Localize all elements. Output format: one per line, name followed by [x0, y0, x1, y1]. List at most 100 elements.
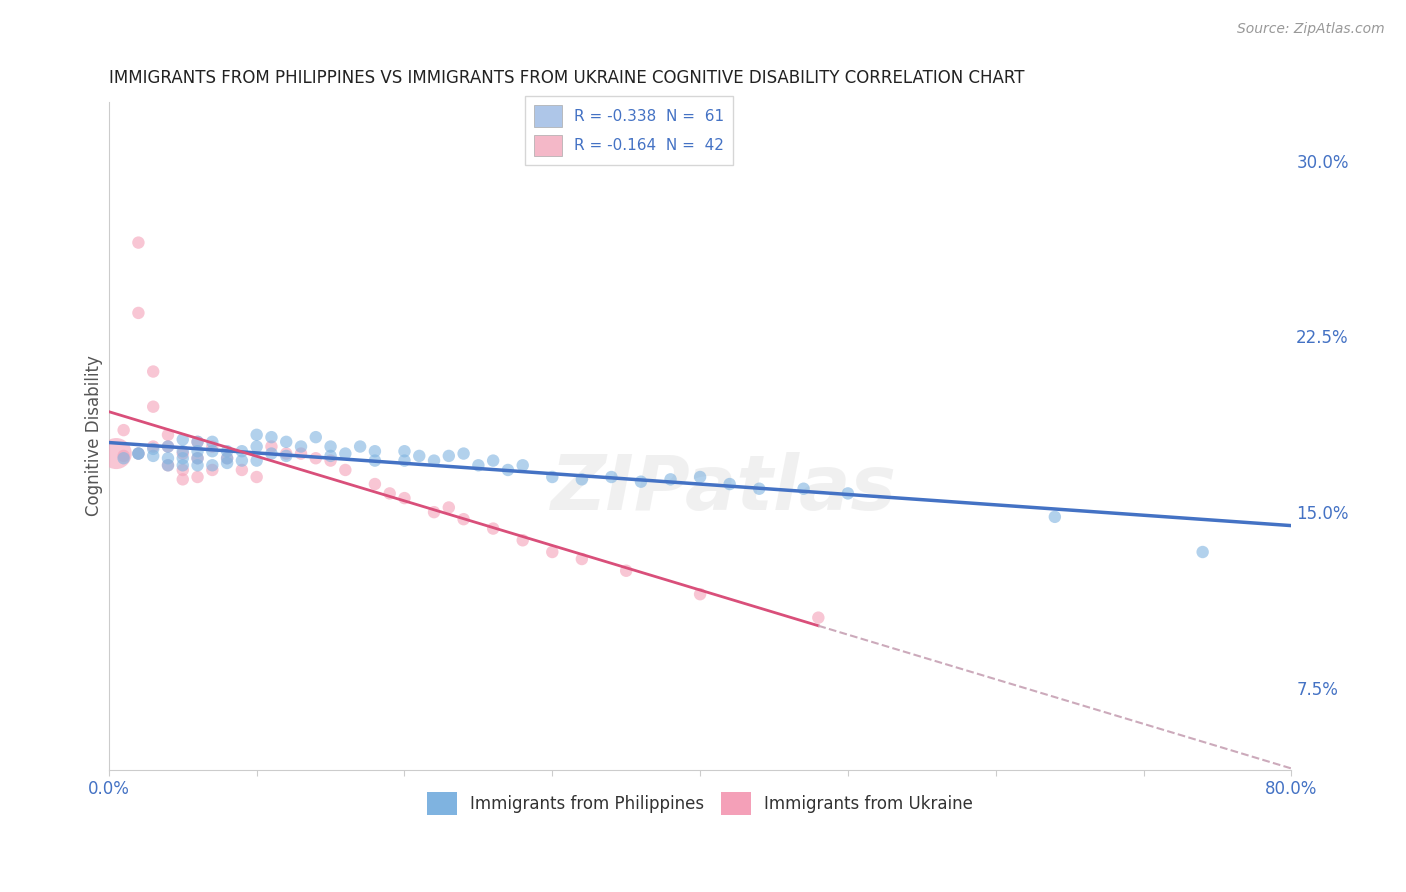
- Point: [319, 449, 342, 463]
- Point: [571, 472, 593, 486]
- Point: [335, 446, 357, 460]
- Point: [156, 458, 179, 473]
- Point: [437, 449, 460, 463]
- Point: [290, 446, 312, 460]
- Point: [127, 235, 149, 250]
- Point: [276, 446, 298, 460]
- Point: [172, 472, 194, 486]
- Point: [290, 440, 312, 454]
- Point: [201, 444, 224, 458]
- Point: [319, 440, 342, 454]
- Text: Source: ZipAtlas.com: Source: ZipAtlas.com: [1237, 22, 1385, 37]
- Point: [186, 458, 208, 473]
- Point: [112, 451, 135, 466]
- Point: [394, 491, 416, 505]
- Point: [689, 587, 711, 601]
- Point: [231, 453, 253, 467]
- Point: [156, 440, 179, 454]
- Point: [217, 451, 239, 466]
- Point: [156, 440, 179, 454]
- Point: [142, 365, 165, 379]
- Point: [423, 453, 446, 467]
- Point: [541, 545, 564, 559]
- Legend: Immigrants from Philippines, Immigrants from Ukraine: Immigrants from Philippines, Immigrants …: [420, 785, 980, 822]
- Point: [630, 475, 652, 489]
- Point: [172, 463, 194, 477]
- Point: [172, 433, 194, 447]
- Point: [467, 458, 489, 473]
- Point: [246, 470, 269, 484]
- Point: [142, 442, 165, 456]
- Point: [335, 463, 357, 477]
- Point: [276, 434, 298, 449]
- Point: [217, 444, 239, 458]
- Point: [837, 486, 859, 500]
- Point: [496, 463, 519, 477]
- Point: [260, 440, 283, 454]
- Point: [600, 470, 623, 484]
- Text: ZIPatlas: ZIPatlas: [551, 452, 897, 526]
- Point: [689, 470, 711, 484]
- Point: [231, 463, 253, 477]
- Point: [614, 564, 637, 578]
- Point: [453, 446, 475, 460]
- Point: [260, 446, 283, 460]
- Point: [156, 458, 179, 473]
- Point: [186, 434, 208, 449]
- Point: [364, 453, 387, 467]
- Point: [201, 458, 224, 473]
- Point: [246, 427, 269, 442]
- Point: [217, 451, 239, 466]
- Point: [482, 453, 505, 467]
- Point: [512, 533, 534, 548]
- Point: [571, 552, 593, 566]
- Point: [217, 456, 239, 470]
- Point: [793, 482, 815, 496]
- Y-axis label: Cognitive Disability: Cognitive Disability: [86, 356, 103, 516]
- Point: [172, 458, 194, 473]
- Point: [186, 451, 208, 466]
- Point: [201, 463, 224, 477]
- Point: [349, 440, 371, 454]
- Point: [423, 505, 446, 519]
- Point: [807, 610, 830, 624]
- Point: [437, 500, 460, 515]
- Point: [364, 444, 387, 458]
- Point: [127, 446, 149, 460]
- Point: [394, 453, 416, 467]
- Point: [276, 449, 298, 463]
- Point: [718, 477, 741, 491]
- Point: [246, 440, 269, 454]
- Point: [172, 451, 194, 466]
- Point: [172, 446, 194, 460]
- Point: [246, 453, 269, 467]
- Point: [394, 444, 416, 458]
- Point: [364, 477, 387, 491]
- Point: [142, 440, 165, 454]
- Point: [748, 482, 770, 496]
- Point: [172, 444, 194, 458]
- Point: [186, 444, 208, 458]
- Point: [186, 434, 208, 449]
- Point: [142, 400, 165, 414]
- Text: IMMIGRANTS FROM PHILIPPINES VS IMMIGRANTS FROM UKRAINE COGNITIVE DISABILITY CORR: IMMIGRANTS FROM PHILIPPINES VS IMMIGRANT…: [108, 69, 1025, 87]
- Point: [408, 449, 430, 463]
- Point: [260, 430, 283, 444]
- Point: [127, 446, 149, 460]
- Point: [1191, 545, 1213, 559]
- Point: [105, 446, 128, 460]
- Point: [378, 486, 401, 500]
- Point: [201, 440, 224, 454]
- Point: [659, 472, 682, 486]
- Point: [127, 446, 149, 460]
- Point: [112, 449, 135, 463]
- Point: [112, 423, 135, 437]
- Point: [201, 434, 224, 449]
- Point: [319, 453, 342, 467]
- Point: [156, 451, 179, 466]
- Point: [305, 451, 328, 466]
- Point: [156, 427, 179, 442]
- Point: [231, 444, 253, 458]
- Point: [541, 470, 564, 484]
- Point: [127, 306, 149, 320]
